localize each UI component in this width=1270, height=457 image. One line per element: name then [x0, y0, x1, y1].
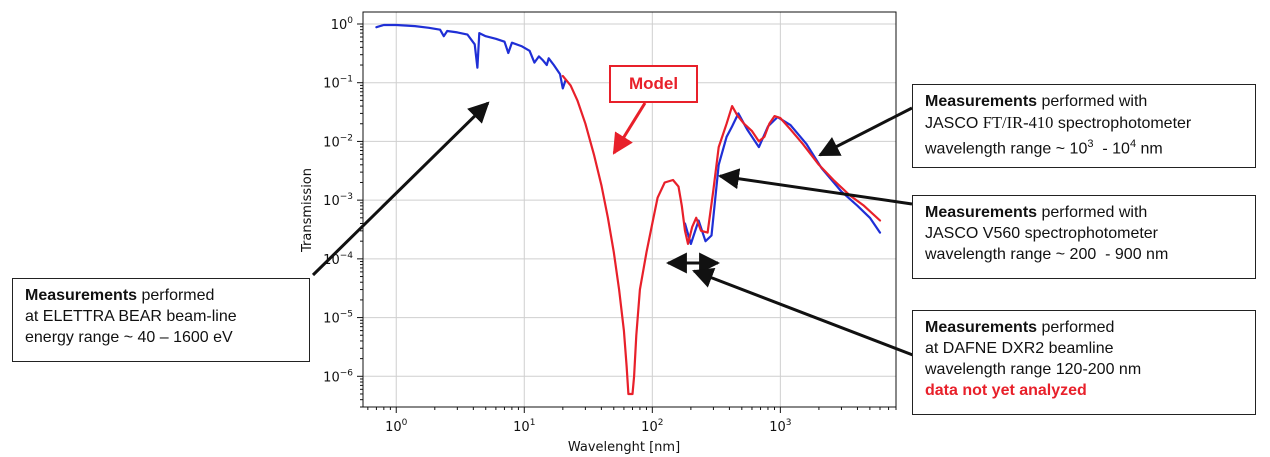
y-tick-label: 10−2 — [323, 133, 353, 150]
y-tick-label: 100 — [331, 16, 354, 33]
arrow-ftir — [818, 106, 913, 157]
x-tick-label: 103 — [769, 418, 791, 435]
arrow-dafne — [692, 267, 919, 359]
y-tick-label: 10−4 — [323, 251, 353, 268]
arrow-model — [612, 102, 647, 155]
y-tick-label: 10−5 — [323, 310, 353, 327]
arrow-v560 — [717, 168, 913, 206]
y-tick-label: 10−3 — [323, 192, 353, 209]
annotation-elettra: Measurements performed at ELETTRA BEAR b… — [12, 278, 310, 362]
model-label: Model — [609, 65, 698, 103]
annotation-ftir: Measurements performed with JASCO FT/IR-… — [912, 84, 1256, 168]
axis-ticks: 100 101 102 103 100 10−1 10−2 10−3 10−4 10−5 10−6 — [323, 16, 897, 435]
model-series-line — [561, 74, 882, 396]
y-tick-label: 10−1 — [323, 75, 353, 92]
x-tick-label: 101 — [513, 418, 535, 435]
series-group — [375, 23, 882, 396]
x-axis-label: Wavelenght [nm] — [568, 440, 680, 455]
x-tick-label: 100 — [385, 418, 408, 435]
y-axis-label: Transmission — [300, 168, 315, 253]
arrow-elettra — [311, 101, 490, 277]
y-tick-label: 10−6 — [323, 368, 353, 385]
annotation-v560: Measurements performed with JASCO V560 s… — [912, 195, 1256, 279]
measured-series-line — [375, 23, 567, 90]
annotation-dafne: Measurements performed at DAFNE DXR2 bea… — [912, 310, 1256, 415]
x-tick-label: 102 — [641, 418, 663, 435]
measured-series-line — [683, 112, 882, 245]
